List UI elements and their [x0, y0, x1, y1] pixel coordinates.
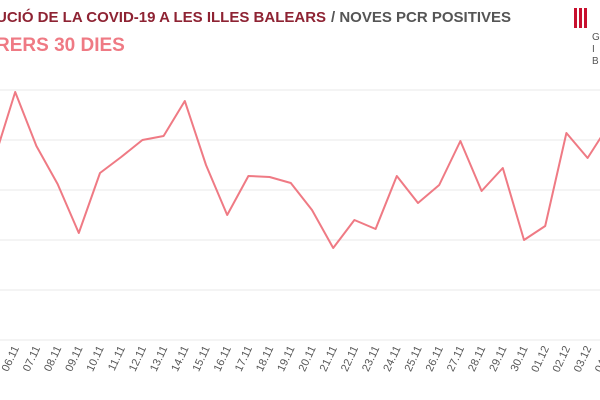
x-tick-label: 04.12	[593, 344, 600, 374]
logo-bar	[579, 8, 582, 28]
x-tick-label: 24.11	[381, 344, 403, 373]
x-tick-label: 12.11	[127, 344, 149, 373]
x-tick-label: 06.11	[0, 344, 22, 373]
x-tick-label: 10.11	[85, 344, 107, 373]
x-tick-label: 09.11	[63, 344, 85, 373]
x-tick-label: 22.11	[339, 344, 361, 373]
x-tick-label: 01.12	[529, 344, 552, 374]
x-tick-label: 20.11	[297, 344, 319, 373]
logo: G I B	[574, 8, 600, 67]
x-tick-label: 15.11	[191, 344, 213, 373]
x-tick-label: 13.11	[148, 344, 170, 373]
x-tick-label: 19.11	[275, 344, 297, 373]
logo-letter: G	[592, 32, 600, 43]
x-tick-label: 17.11	[233, 344, 255, 373]
logo-letter: B	[592, 56, 599, 67]
x-tick-label: 28.11	[466, 344, 488, 373]
x-tick-label: 23.11	[360, 344, 382, 373]
x-tick-label: 26.11	[424, 344, 446, 373]
x-tick-label: 16.11	[212, 344, 234, 373]
x-tick-label: 21.11	[318, 344, 340, 373]
chart-title: UCIÓ DE LA COVID-19 A LES ILLES BALEARS	[0, 8, 326, 26]
logo-bar	[574, 8, 577, 28]
chart-subtitle: RERS 30 DIES	[0, 35, 125, 56]
chart-title-suffix: / NOVES PCR POSITIVES	[331, 9, 511, 26]
logo-letter: I	[592, 44, 595, 55]
x-tick-label: 30.11	[509, 344, 531, 373]
x-tick-label: 08.11	[42, 344, 64, 373]
x-tick-label: 25.11	[403, 344, 425, 373]
x-tick-label: 18.11	[254, 344, 276, 373]
x-tick-label: 11.11	[106, 344, 128, 373]
x-tick-label: 29.11	[487, 344, 509, 373]
logo-bar	[584, 8, 587, 28]
x-tick-label: 14.11	[169, 344, 191, 373]
x-tick-label: 07.11	[21, 344, 43, 373]
x-tick-label: 27.11	[445, 344, 467, 373]
line-series	[0, 91, 600, 249]
x-tick-label: 02.12	[551, 344, 574, 374]
x-tick-label: 03.12	[572, 344, 595, 374]
